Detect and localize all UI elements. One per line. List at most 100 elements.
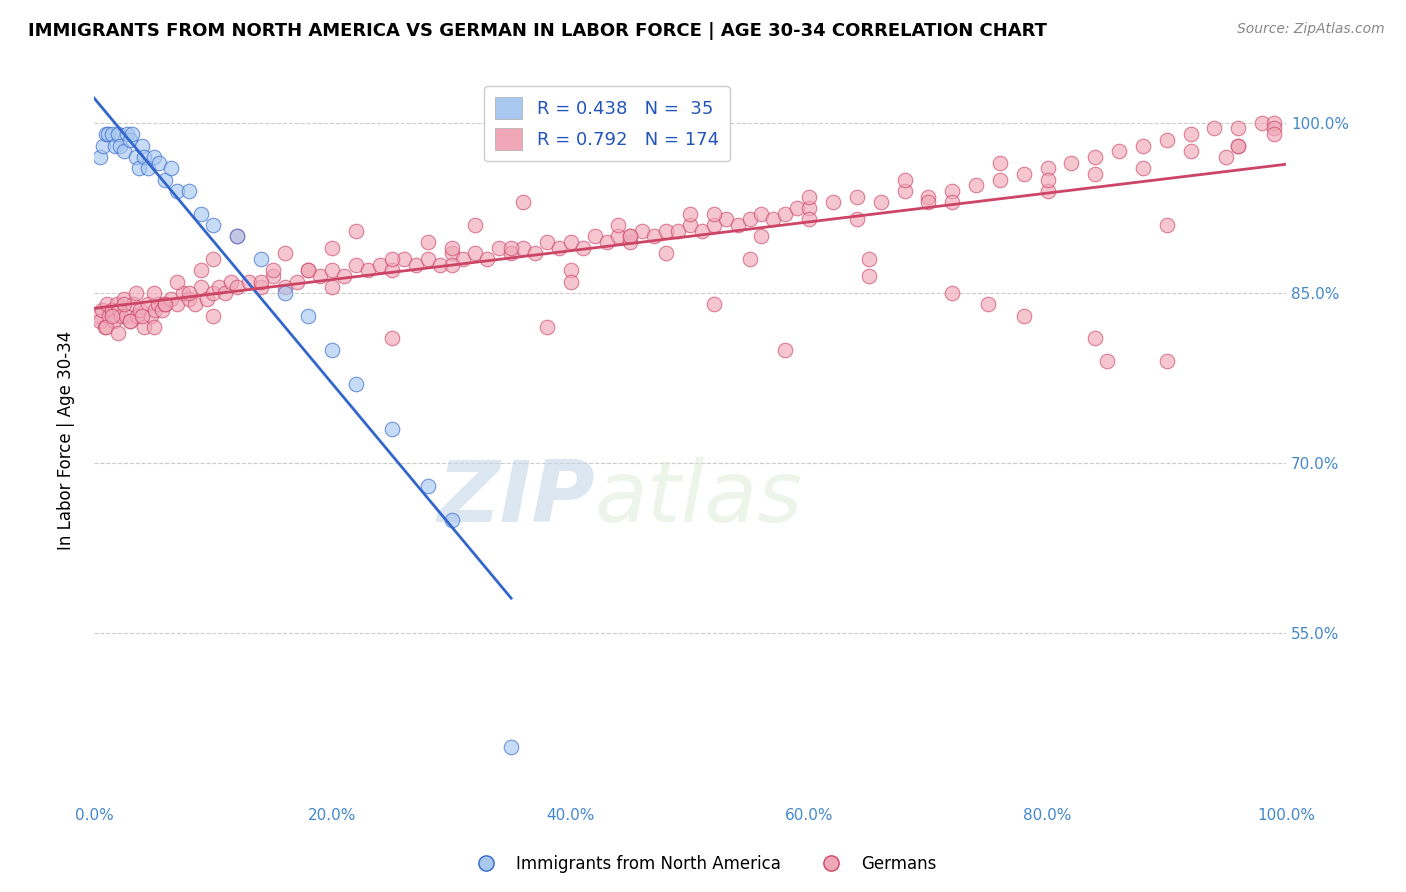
Point [988, 155, 1011, 169]
Point [679, 218, 702, 232]
Point [703, 206, 725, 220]
Point [1263, 121, 1285, 136]
Point [501, 739, 523, 754]
Point [858, 252, 880, 266]
Point [1036, 172, 1059, 186]
Point [344, 376, 367, 391]
Legend: R = 0.438   N =  35, R = 0.792   N = 174: R = 0.438 N = 35, R = 0.792 N = 174 [485, 87, 730, 161]
Point [179, 286, 201, 301]
Point [1084, 167, 1107, 181]
Point [226, 229, 249, 244]
Point [166, 297, 188, 311]
Point [190, 280, 212, 294]
Point [1012, 167, 1035, 181]
Point [202, 218, 225, 232]
Point [381, 263, 404, 277]
Point [150, 303, 173, 318]
Point [464, 218, 486, 232]
Point [273, 286, 295, 301]
Point [821, 195, 844, 210]
Point [124, 286, 146, 301]
Point [155, 297, 177, 311]
Point [797, 189, 820, 203]
Point [762, 212, 785, 227]
Point [381, 422, 404, 436]
Point [219, 275, 242, 289]
Point [477, 252, 499, 266]
Point [560, 275, 582, 289]
Point [893, 172, 915, 186]
Point [941, 195, 963, 210]
Point [512, 241, 534, 255]
Point [110, 309, 132, 323]
Point [1095, 354, 1118, 368]
Point [440, 246, 463, 260]
Point [297, 263, 319, 277]
Point [797, 201, 820, 215]
Point [142, 286, 165, 301]
Point [869, 195, 891, 210]
Point [94, 127, 117, 141]
Point [273, 280, 295, 294]
Point [381, 331, 404, 345]
Point [655, 246, 678, 260]
Point [501, 246, 523, 260]
Point [108, 138, 131, 153]
Point [101, 303, 124, 318]
Point [190, 206, 212, 220]
Point [941, 184, 963, 198]
Point [96, 297, 118, 311]
Point [619, 229, 641, 244]
Point [738, 212, 761, 227]
Point [321, 343, 343, 357]
Point [118, 314, 141, 328]
Text: ZIP: ZIP [437, 457, 595, 541]
Point [619, 229, 641, 244]
Point [273, 246, 295, 260]
Point [262, 263, 284, 277]
Point [98, 309, 121, 323]
Point [917, 195, 939, 210]
Point [703, 218, 725, 232]
Point [136, 161, 159, 176]
Point [179, 184, 201, 198]
Point [166, 275, 188, 289]
Point [1227, 121, 1250, 136]
Point [714, 212, 737, 227]
Point [86, 309, 108, 323]
Point [797, 212, 820, 227]
Point [453, 252, 475, 266]
Point [1132, 161, 1154, 176]
Text: atlas: atlas [595, 457, 803, 541]
Point [1263, 127, 1285, 141]
Point [226, 229, 249, 244]
Point [131, 309, 153, 323]
Point [727, 218, 749, 232]
Text: Source: ZipAtlas.com: Source: ZipAtlas.com [1237, 22, 1385, 37]
Point [368, 258, 391, 272]
Point [128, 161, 150, 176]
Point [607, 218, 630, 232]
Point [416, 479, 439, 493]
Point [208, 280, 231, 294]
Point [1036, 161, 1059, 176]
Point [101, 127, 124, 141]
Point [392, 252, 415, 266]
Point [988, 172, 1011, 186]
Point [571, 241, 593, 255]
Point [155, 297, 177, 311]
Point [1036, 184, 1059, 198]
Point [1156, 218, 1178, 232]
Point [1263, 116, 1285, 130]
Point [536, 320, 558, 334]
Point [107, 326, 129, 340]
Point [738, 252, 761, 266]
Point [89, 314, 111, 328]
Point [440, 241, 463, 255]
Point [583, 229, 606, 244]
Point [977, 297, 1000, 311]
Point [1156, 354, 1178, 368]
Point [118, 133, 141, 147]
Point [595, 235, 617, 249]
Point [751, 206, 773, 220]
